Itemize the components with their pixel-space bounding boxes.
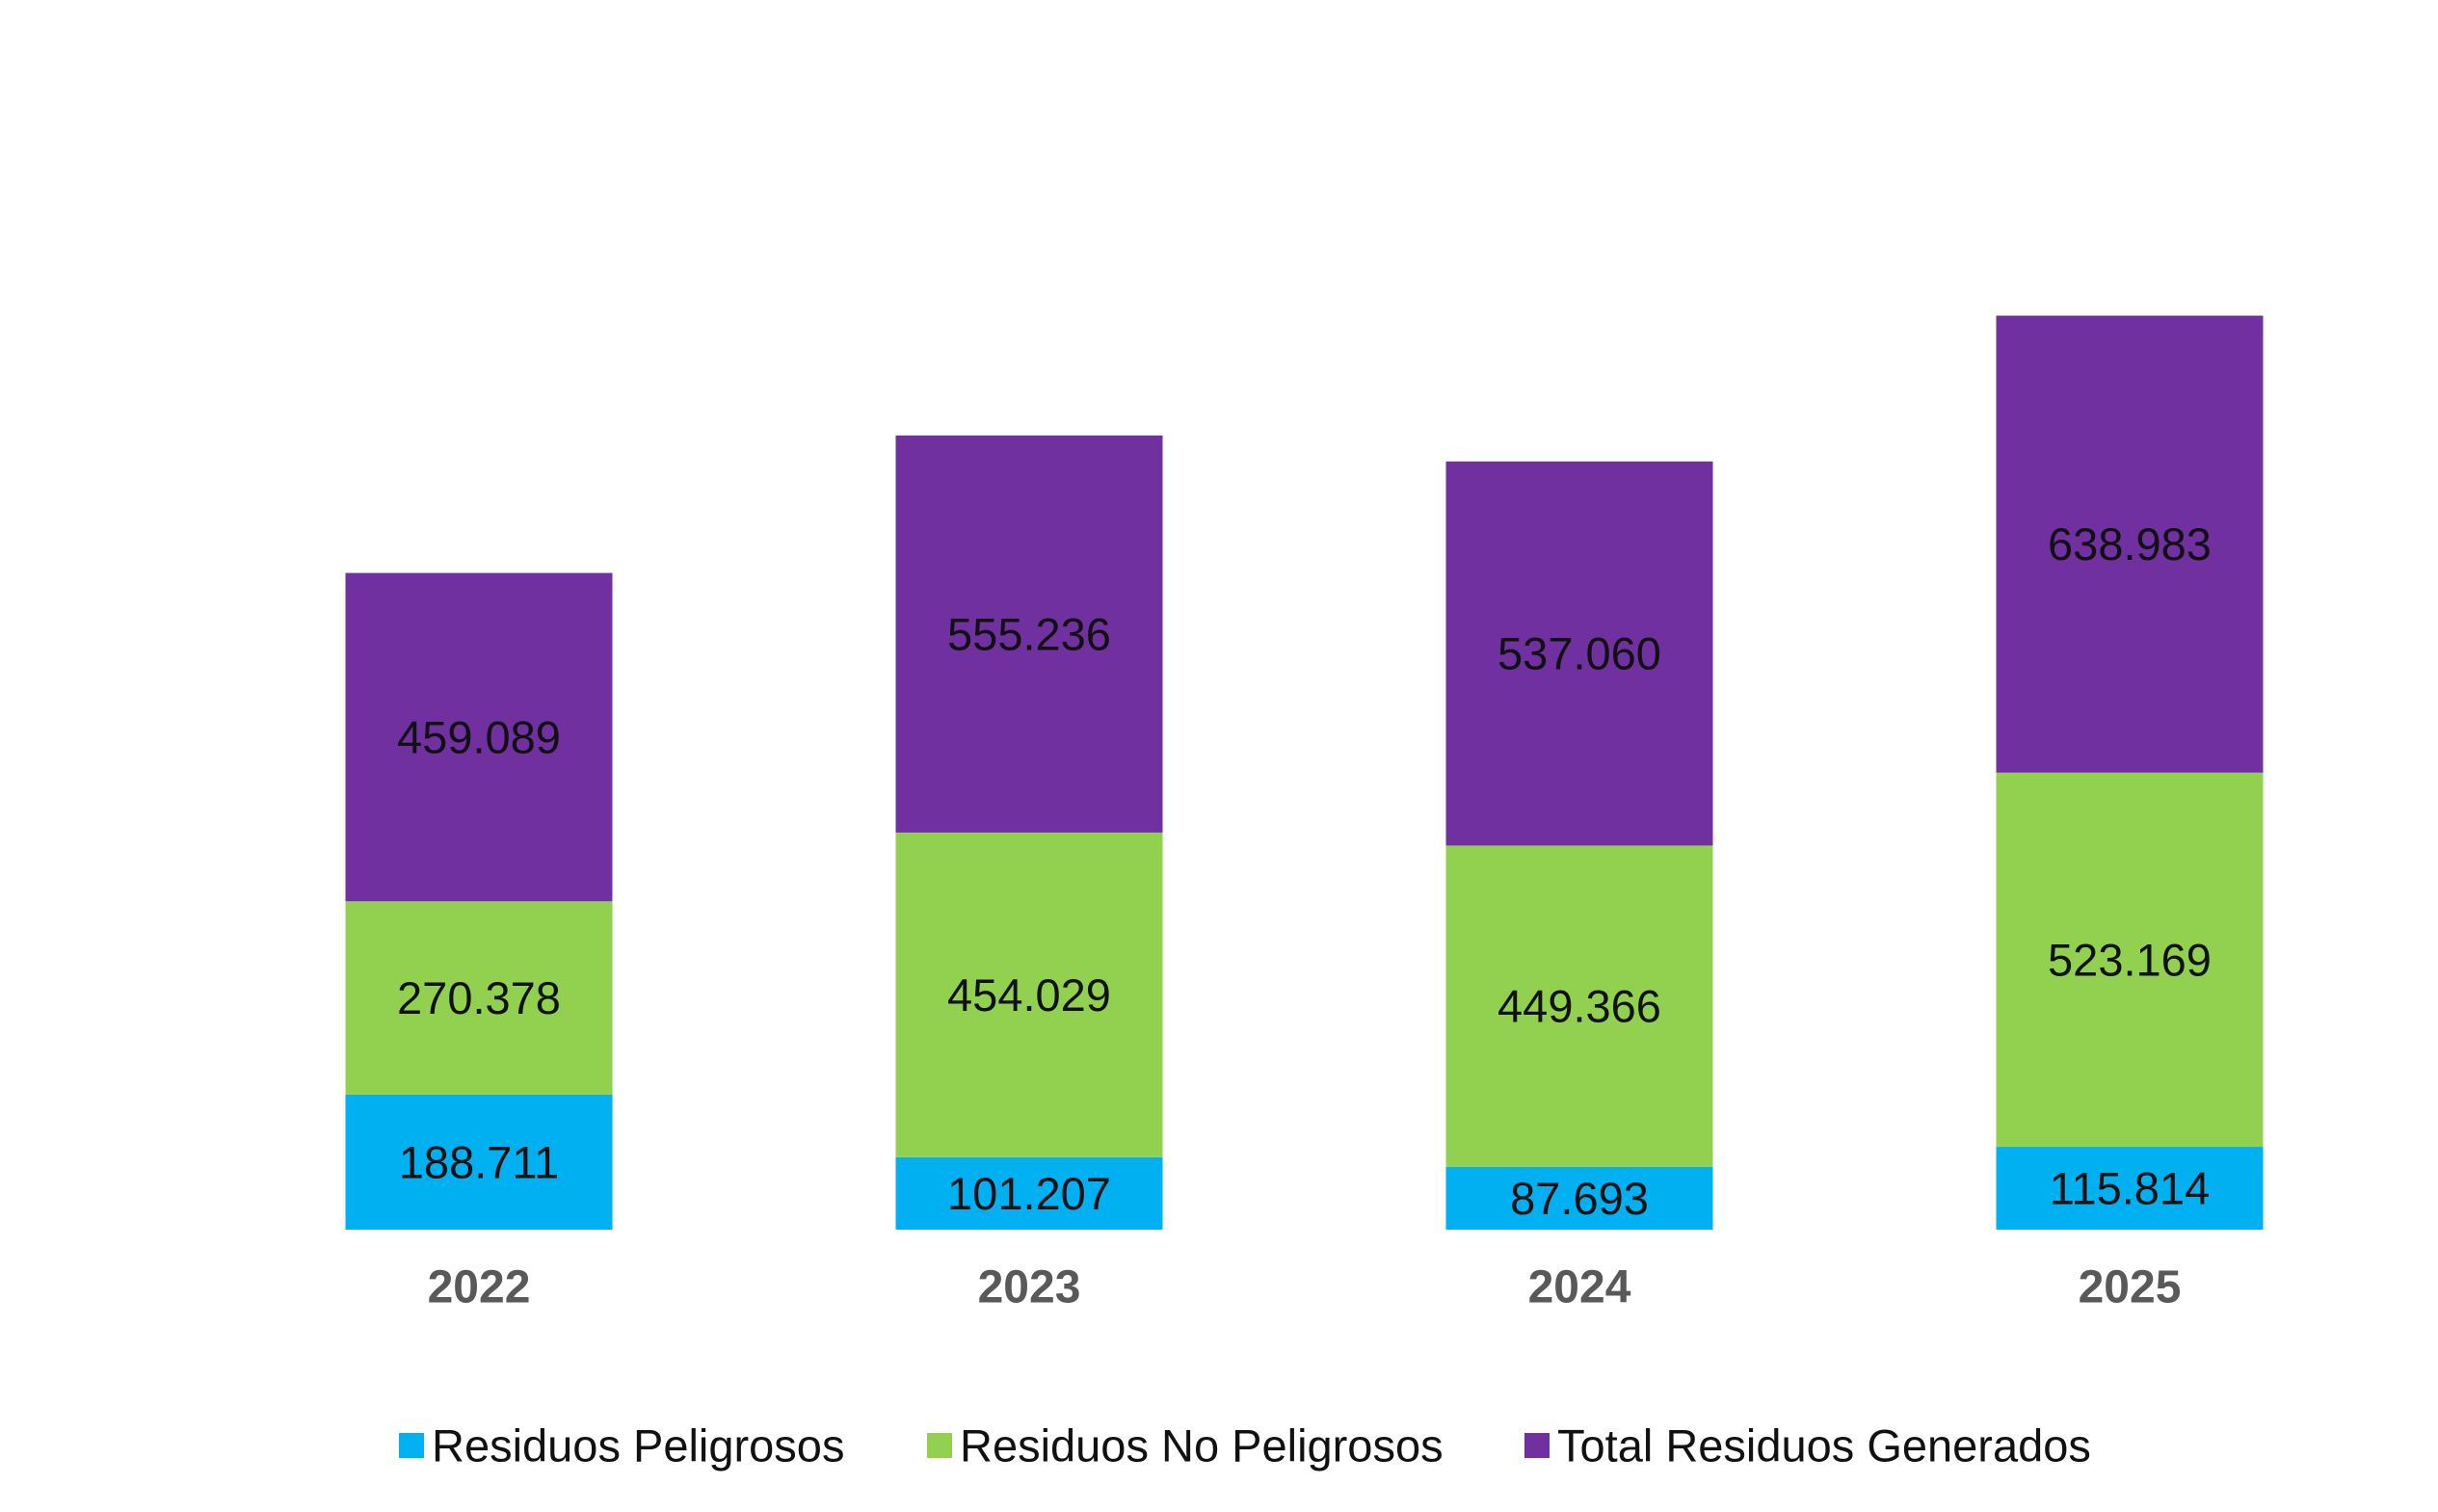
legend-item-residuos-peligrosos: Residuos Peligrosos xyxy=(399,1420,844,1472)
bar-residuos-no-peligrosos-2024 xyxy=(1445,845,1713,1167)
legend-swatch-total-residuos-generados xyxy=(1524,1433,1550,1458)
bar-residuos-peligrosos-2023 xyxy=(895,1156,1163,1230)
data-label-residuos-no-peligrosos-2023: 454.029 xyxy=(947,969,1111,1021)
x-tick-label-2023: 2023 xyxy=(978,1262,1081,1313)
bar-residuos-peligrosos-2022 xyxy=(345,1094,613,1230)
x-tick-label-2024: 2024 xyxy=(1528,1262,1631,1313)
data-label-total-residuos-generados-2022: 459.089 xyxy=(397,711,561,762)
bar-total-residuos-generados-2022 xyxy=(345,572,613,902)
data-label-total-residuos-generados-2024: 537.060 xyxy=(1497,628,1661,679)
data-label-residuos-peligrosos-2022: 188.711 xyxy=(399,1136,559,1187)
bar-total-residuos-generados-2023 xyxy=(895,435,1163,833)
legend-label-residuos-peligrosos: Residuos Peligrosos xyxy=(432,1420,844,1472)
legend: Residuos Peligrosos Residuos No Peligroso… xyxy=(399,1420,2091,1472)
legend-item-residuos-no-peligrosos: Residuos No Peligrosos xyxy=(927,1420,1444,1472)
bar-residuos-no-peligrosos-2025 xyxy=(1996,772,2264,1148)
legend-swatch-residuos-no-peligrosos xyxy=(927,1433,952,1458)
x-tick-label-2025: 2025 xyxy=(2079,1262,2182,1313)
data-label-residuos-peligrosos-2023: 101.207 xyxy=(947,1168,1111,1219)
legend-label-total-residuos-generados: Total Residuos Generados xyxy=(1557,1420,2091,1472)
x-axis: 2022 2023 2024 2025 xyxy=(428,1262,2182,1313)
data-label-residuos-no-peligrosos-2025: 523.169 xyxy=(2048,934,2212,985)
data-label-residuos-no-peligrosos-2022: 270.378 xyxy=(397,972,561,1023)
data-label-residuos-peligrosos-2025: 115.814 xyxy=(2050,1163,2210,1214)
legend-label-residuos-no-peligrosos: Residuos No Peligrosos xyxy=(960,1420,1444,1472)
data-label-total-residuos-generados-2023: 555.236 xyxy=(947,608,1111,659)
data-labels-layer: 188.711 270.378 459.089 101.207 454.029 555.2… xyxy=(397,518,2212,1224)
bar-residuos-no-peligrosos-2022 xyxy=(345,901,613,1095)
data-label-residuos-peligrosos-2024: 87.693 xyxy=(1510,1173,1649,1224)
data-label-total-residuos-generados-2025: 638.983 xyxy=(2048,518,2212,570)
data-label-residuos-no-peligrosos-2024: 449.366 xyxy=(1497,981,1661,1032)
bar-residuos-peligrosos-2024 xyxy=(1445,1166,1713,1230)
x-tick-label-2022: 2022 xyxy=(428,1262,531,1313)
bar-residuos-no-peligrosos-2023 xyxy=(895,832,1163,1157)
bar-total-residuos-generados-2025 xyxy=(1996,315,2264,773)
bar-residuos-peligrosos-2025 xyxy=(1996,1147,2264,1230)
bars-layer xyxy=(345,315,2264,1230)
legend-item-total-residuos-generados: Total Residuos Generados xyxy=(1524,1420,2091,1472)
legend-swatch-residuos-peligrosos xyxy=(399,1433,424,1458)
bar-total-residuos-generados-2024 xyxy=(1445,461,1713,846)
